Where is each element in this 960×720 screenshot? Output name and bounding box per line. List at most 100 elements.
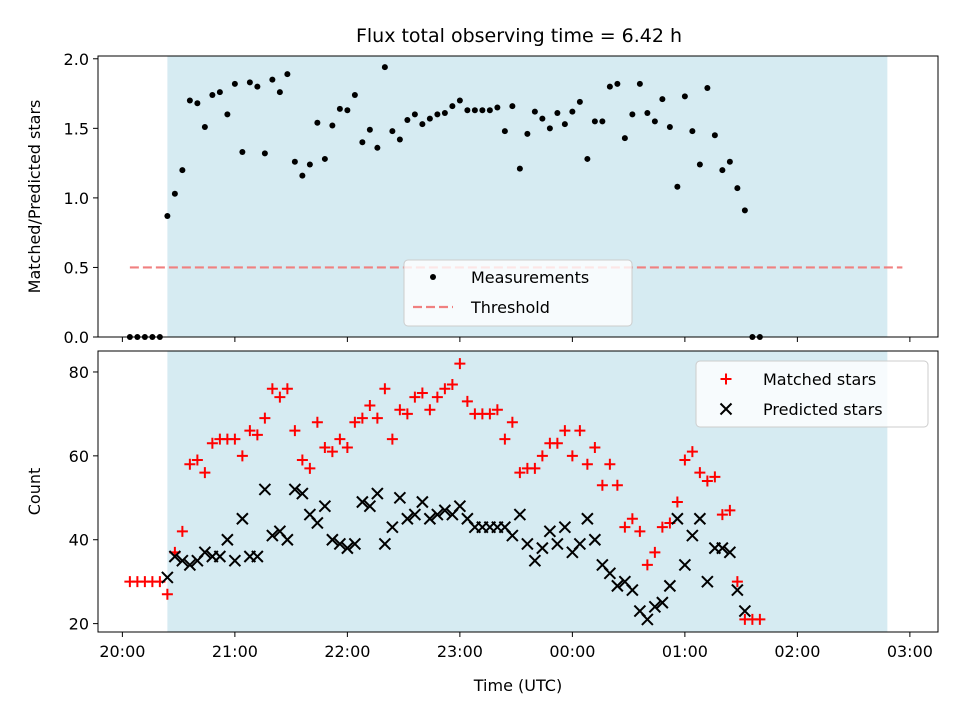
measurement-point	[179, 167, 186, 174]
measurement-point	[411, 111, 418, 118]
matched-stars-point	[604, 458, 616, 470]
matched-stars-point	[274, 391, 286, 403]
matched-stars-point	[206, 437, 218, 449]
predicted-stars-point	[258, 483, 272, 496]
measurement-point	[561, 121, 568, 128]
predicted-stars-point	[453, 499, 467, 513]
measurement-point	[719, 167, 726, 174]
matched-stars-point	[634, 525, 646, 537]
predicted-stars-point	[198, 546, 212, 559]
measurement-point	[726, 158, 733, 165]
measurement-point	[486, 107, 493, 114]
x-tick-label: 22:00	[324, 642, 370, 661]
predicted-stars-point	[221, 533, 234, 546]
predicted-stars-point	[363, 499, 377, 513]
matched-stars-point	[401, 408, 413, 420]
top-axes-frame	[97, 55, 939, 338]
predicted-stars-point	[641, 613, 654, 626]
matched-stars-point	[484, 408, 496, 420]
predicted-stars-point	[401, 512, 414, 525]
matched-stars-point	[236, 450, 248, 462]
predicted-stars-point	[671, 512, 684, 525]
matched-stars-point	[229, 433, 241, 445]
measurement-point	[471, 107, 478, 114]
measurement-point	[359, 139, 366, 146]
matched-stars-point	[529, 462, 541, 474]
matched-stars-point	[709, 471, 721, 483]
measurement-point	[299, 172, 306, 179]
predicted-stars-point	[611, 579, 624, 593]
measurement-point	[449, 103, 456, 110]
predicted-stars-point	[723, 546, 737, 559]
top-legend-box	[403, 259, 633, 327]
matched-stars-point	[701, 475, 713, 487]
measurement-point	[524, 130, 531, 137]
predicted-stars-point	[663, 579, 677, 593]
predicted-stars-point	[648, 600, 662, 614]
predicted-stars-point	[311, 516, 324, 530]
measurement-point	[254, 83, 261, 90]
predicted-stars-point	[251, 550, 264, 563]
matched-stars-point	[679, 454, 691, 466]
x-tick-label: 00:00	[549, 642, 595, 661]
measurement-point	[276, 89, 283, 96]
measurement-point	[284, 71, 291, 78]
measurement-point	[456, 97, 463, 104]
matched-stars-point	[341, 441, 353, 453]
measurement-point	[711, 132, 718, 139]
measurement-point	[516, 165, 523, 172]
matched-stars-point	[281, 383, 293, 395]
bottom-legend-box	[695, 360, 929, 428]
measurement-point	[426, 115, 433, 122]
matched-stars-point	[424, 404, 436, 416]
legend-matched-marker	[720, 373, 732, 385]
measurement-point	[531, 108, 538, 115]
measurement-point	[336, 105, 343, 112]
matched-stars-point	[581, 458, 593, 470]
matched-stars-point	[266, 383, 278, 395]
measurement-point	[606, 83, 613, 90]
measurement-point	[164, 212, 171, 219]
measurement-point	[209, 91, 216, 98]
matched-stars-point	[176, 525, 188, 537]
matched-stars-point	[386, 433, 398, 445]
x-tick-label: 03:00	[887, 642, 933, 661]
matched-stars-point	[439, 383, 451, 395]
predicted-stars-point	[693, 512, 707, 525]
measurement-point	[696, 161, 703, 168]
measurement-point	[381, 64, 388, 71]
top-y-axis-label: Matched/Predicted stars	[25, 100, 44, 294]
measurement-point	[434, 111, 441, 118]
predicted-stars-point	[701, 575, 714, 588]
matched-stars-point	[349, 416, 361, 428]
matched-stars-point	[326, 446, 338, 458]
matched-stars-point	[364, 400, 376, 412]
measurement-point	[621, 135, 628, 142]
matched-stars-point	[296, 454, 308, 466]
measurement-point	[231, 80, 238, 87]
predicted-stars-point	[536, 541, 549, 555]
measurement-point	[329, 122, 336, 129]
bottom-axes-frame	[97, 350, 939, 633]
matched-stars-point	[461, 395, 473, 407]
legend-predicted-marker	[719, 402, 733, 416]
measurement-point	[704, 84, 711, 91]
predicted-stars-point	[581, 512, 594, 525]
measurement-point	[366, 126, 373, 133]
measurement-point	[269, 76, 276, 83]
measurement-point	[224, 111, 231, 118]
predicted-stars-point	[543, 525, 557, 538]
measurement-point	[666, 123, 673, 130]
measurement-point	[321, 155, 328, 162]
x-tick-label: 21:00	[212, 642, 258, 661]
measurement-point	[689, 128, 696, 135]
matched-stars-point	[551, 437, 563, 449]
predicted-stars-point	[438, 504, 452, 517]
matched-stars-point	[409, 391, 421, 403]
measurement-point	[644, 110, 651, 117]
measurement-point	[539, 115, 546, 122]
predicted-stars-point	[183, 558, 197, 572]
legend-matched-label: Matched stars	[763, 370, 876, 389]
measurement-point	[546, 125, 553, 132]
matched-stars-point	[446, 379, 458, 391]
